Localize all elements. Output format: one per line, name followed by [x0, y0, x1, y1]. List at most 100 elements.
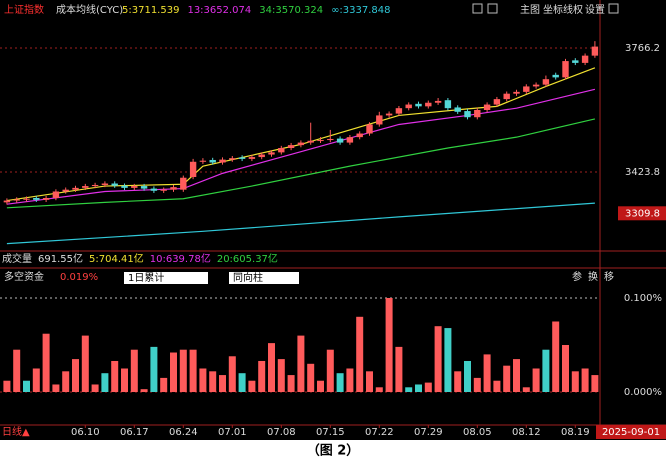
- candle-body: [307, 140, 314, 143]
- candle-body: [180, 177, 187, 190]
- bar: [81, 335, 89, 392]
- candle-body: [258, 154, 265, 158]
- bar: [493, 380, 501, 392]
- candle-body: [219, 159, 226, 163]
- dropdown[interactable]: [229, 272, 299, 284]
- dropdown-label[interactable]: 同向柱: [233, 271, 263, 284]
- volume-strip-text: 成交量: [2, 252, 32, 265]
- candle-body: [101, 183, 109, 185]
- candle-body: [287, 145, 295, 149]
- bar: [248, 380, 256, 392]
- x-tick-label: 07.08: [267, 427, 296, 438]
- bar: [356, 316, 364, 392]
- candle-body: [434, 100, 442, 103]
- legend-entry: 13:3652.074: [187, 5, 251, 16]
- bar: [130, 349, 138, 392]
- panel-title: 多空资金: [4, 270, 44, 283]
- candle-body: [591, 46, 599, 56]
- bar: [170, 352, 177, 392]
- bar: [121, 368, 128, 392]
- bar: [366, 371, 373, 392]
- bar: [464, 360, 471, 392]
- candle-body: [33, 198, 40, 200]
- candle-body: [327, 138, 334, 141]
- volume-strip-text: 10:639.78亿: [150, 252, 211, 265]
- bar: [562, 345, 569, 392]
- bar: [62, 371, 70, 392]
- candle-body: [562, 61, 569, 78]
- candle-body: [415, 103, 422, 107]
- bar: [581, 368, 589, 392]
- dropdown-label[interactable]: 1日累计: [128, 271, 164, 284]
- bar: [32, 368, 40, 392]
- candle-body: [23, 198, 30, 200]
- bar: [179, 349, 187, 392]
- close-icon[interactable]: [608, 3, 619, 14]
- x-tick-label: 06.17: [120, 427, 149, 438]
- candle-body: [523, 86, 530, 92]
- bar: [42, 333, 50, 392]
- bar: [375, 387, 383, 392]
- bar: [277, 359, 285, 392]
- candle-body: [297, 142, 305, 146]
- zoom-out-icon[interactable]: [487, 3, 498, 14]
- x-tick-label: 07.01: [218, 427, 247, 438]
- bar: [297, 335, 305, 392]
- dropdown[interactable]: [124, 272, 208, 284]
- panel-button[interactable]: 换: [588, 270, 598, 283]
- candle-body: [317, 140, 324, 142]
- bar: [405, 387, 413, 392]
- bar: [307, 363, 315, 392]
- toolbar-button: 坐标线: [543, 3, 573, 16]
- bar: [483, 354, 491, 392]
- bar: [287, 375, 295, 392]
- period-label[interactable]: 日线▲: [2, 425, 30, 438]
- x-tick-label: 08.05: [463, 427, 492, 438]
- candle-body: [248, 157, 256, 159]
- caption: （图 2）: [307, 443, 360, 459]
- toolbar-button: 主图: [520, 4, 540, 16]
- candle-body: [13, 199, 20, 201]
- bar: [454, 371, 462, 392]
- price-marker-label: 3309.8: [625, 208, 660, 219]
- candle-body: [366, 124, 373, 134]
- candle-body: [72, 187, 79, 190]
- bar: [111, 360, 119, 392]
- bar: [258, 360, 266, 392]
- candle-body: [91, 184, 99, 187]
- panel-button[interactable]: 参: [572, 270, 582, 283]
- panel-button[interactable]: 移: [604, 270, 614, 283]
- candle-body: [62, 189, 69, 192]
- candle-body: [572, 60, 579, 63]
- bar: [336, 373, 344, 392]
- candle-body: [581, 55, 589, 63]
- bar: [268, 343, 275, 392]
- bar: [552, 321, 560, 392]
- bar: [209, 371, 217, 392]
- bar: [503, 365, 511, 392]
- candle-body: [121, 185, 128, 188]
- candle-body: [346, 137, 354, 143]
- x-tick-label: 07.22: [365, 427, 394, 438]
- volume-strip-text: 691.55亿: [38, 252, 83, 265]
- bar: [13, 349, 21, 392]
- y-tick-label: 3423.8: [625, 167, 660, 178]
- bar: [52, 384, 60, 392]
- panel-value: 0.019%: [60, 272, 98, 283]
- bar: [150, 346, 158, 392]
- candle-body: [199, 160, 207, 162]
- candle-body: [160, 189, 167, 191]
- candle-body: [474, 109, 481, 118]
- bar: [72, 359, 79, 392]
- ma-line: [6, 118, 596, 209]
- candle-body: [552, 74, 559, 78]
- candle-body: [356, 133, 363, 138]
- bar: [317, 380, 324, 392]
- zoom-in-icon[interactable]: [472, 3, 483, 14]
- candle-body: [42, 198, 50, 200]
- bar: [23, 380, 30, 392]
- candle-body: [268, 152, 275, 155]
- legend-entry: 34:3570.324: [259, 5, 323, 16]
